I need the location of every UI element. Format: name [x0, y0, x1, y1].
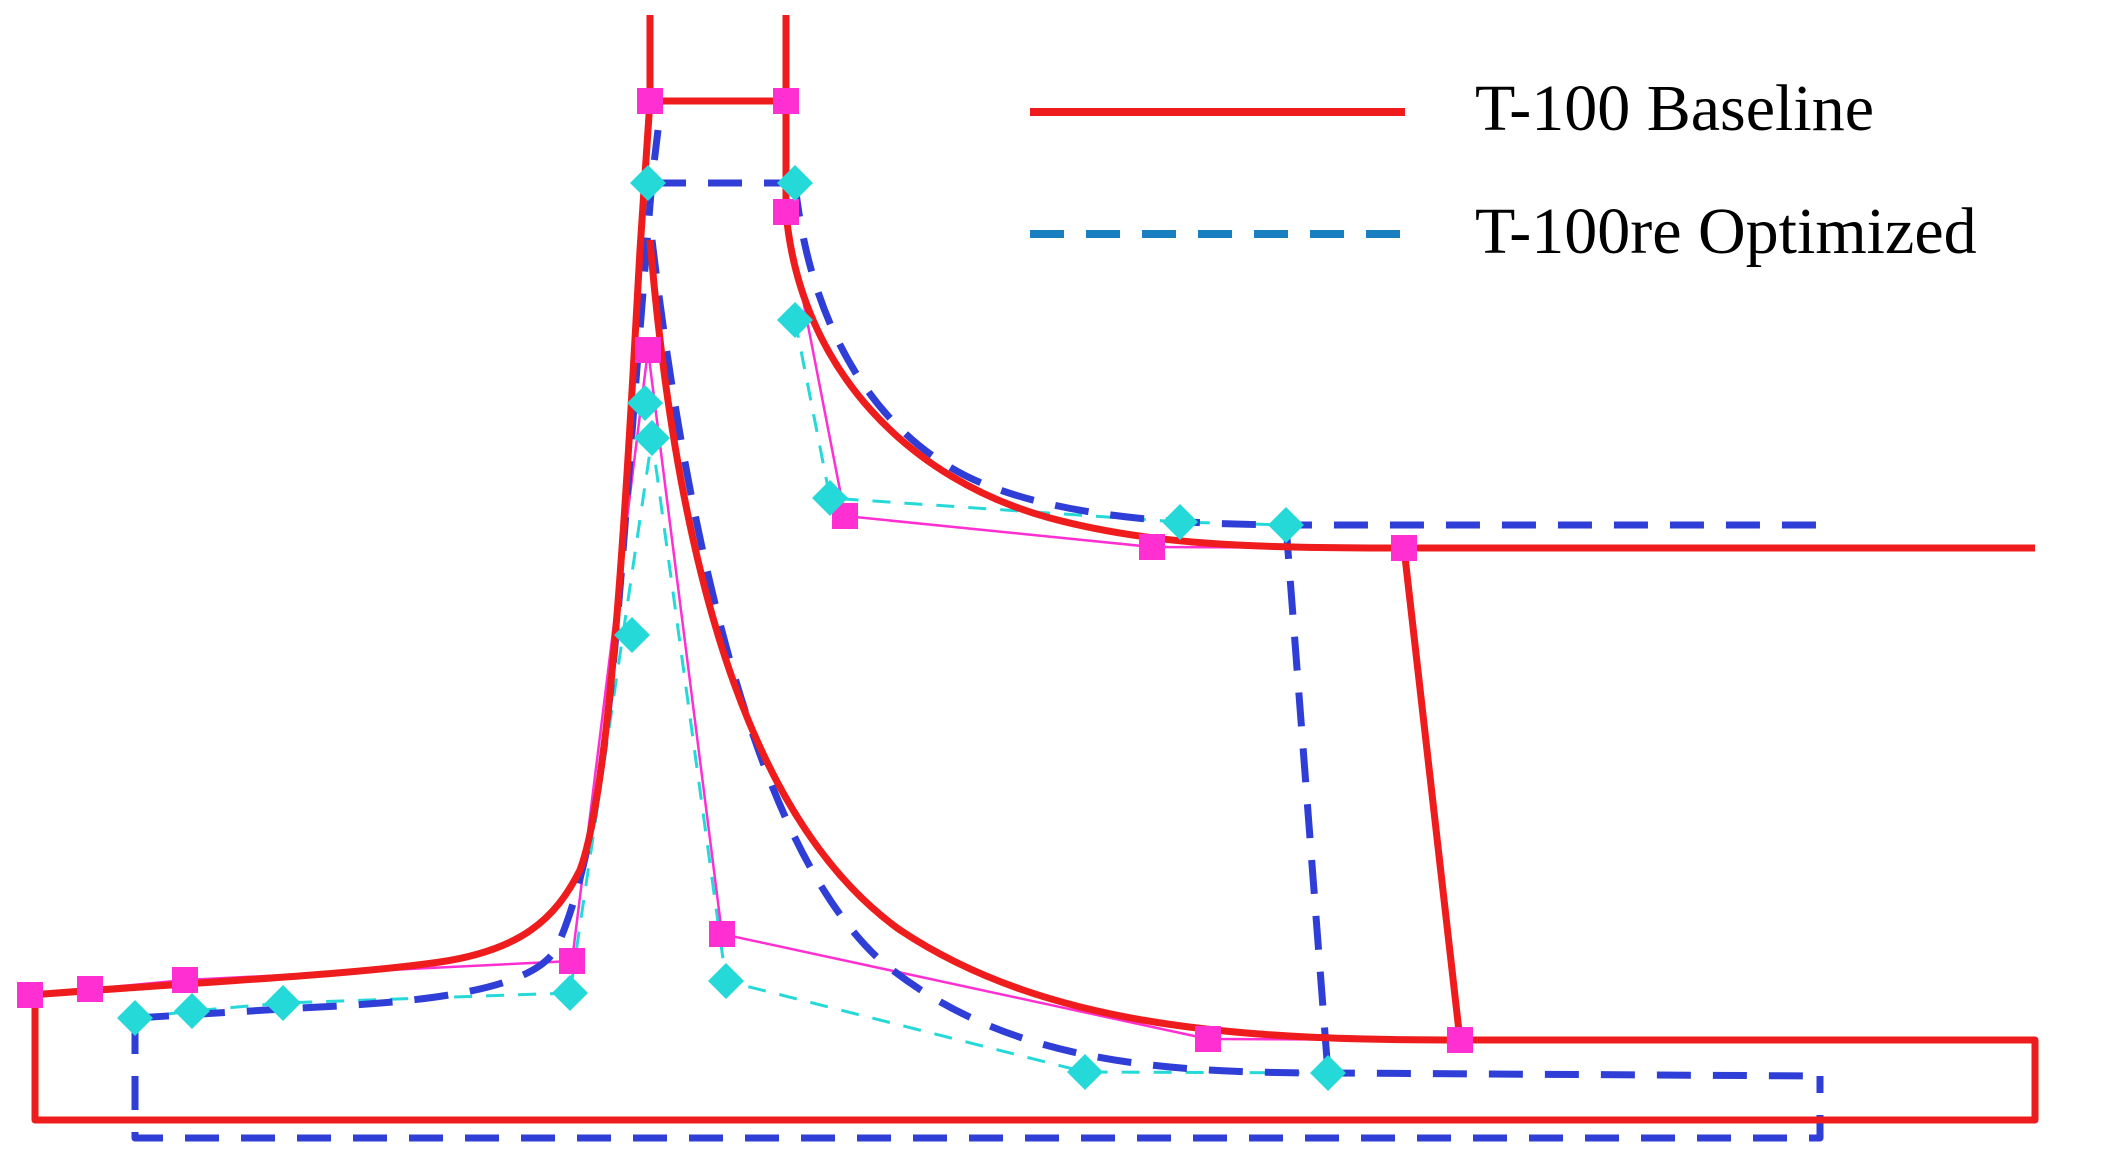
optimized-profile [131, 129, 1824, 1142]
baseline-shroud-curve [782, 15, 2035, 552]
optimized-shroud-control-polygon [793, 319, 1287, 527]
optimized-control-point [1067, 1054, 1103, 1090]
optimized-trailing-edge [1282, 524, 1332, 1074]
baseline-hub-to-exit-curve [646, 239, 1461, 1044]
baseline-control-point [559, 948, 585, 974]
baseline-control-point [77, 976, 103, 1002]
baseline-control-polygons [29, 211, 1461, 1042]
baseline-control-point [635, 337, 661, 363]
legend-optimized-label: T-100re Optimized [1475, 195, 1977, 268]
baseline-trailing-edge [1400, 547, 1464, 1041]
optimized-control-point [777, 302, 813, 338]
baseline-hub-curve [29, 15, 654, 999]
optimized-control-point [1162, 504, 1198, 540]
optimized-hub-curve [134, 129, 662, 1022]
baseline-control-point [1391, 535, 1417, 561]
optimized-control-point [634, 420, 670, 456]
baseline-profile [29, 15, 2039, 1124]
optimized-control-point [265, 985, 301, 1021]
optimized-control-point [777, 165, 813, 201]
legend-baseline-label: T-100 Baseline [1475, 72, 1874, 145]
baseline-control-point [773, 199, 799, 225]
baseline-control-point [773, 88, 799, 114]
baseline-shroud-control-polygon [784, 211, 1405, 550]
optimized-control-point [117, 1000, 153, 1036]
optimized-outer-rectangle [131, 1020, 1824, 1142]
optimized-control-polygons [134, 319, 1329, 1075]
baseline-control-point [1447, 1027, 1473, 1053]
optimized-control-point [708, 963, 744, 999]
optimized-hub-to-exit-curve [648, 239, 1821, 1080]
baseline-control-point [709, 921, 735, 947]
optimized-control-point [630, 165, 666, 201]
optimized-control-point [1310, 1055, 1346, 1091]
optimized-control-point [1268, 507, 1304, 543]
optimized-control-point [627, 385, 663, 421]
optimized-control-points [117, 165, 1346, 1091]
baseline-control-point [1195, 1026, 1221, 1052]
optimized-control-point [614, 617, 650, 653]
baseline-control-points [17, 88, 1473, 1053]
baseline-control-point [17, 982, 43, 1008]
optimized-control-point [552, 975, 588, 1011]
legend: T-100 Baseline T-100re Optimized [1030, 72, 1977, 268]
baseline-control-point [172, 967, 198, 993]
optimized-control-point [174, 993, 210, 1029]
optimized-control-point [812, 480, 848, 516]
baseline-outer-rectangle [31, 995, 2039, 1124]
baseline-hub-control-polygon [29, 349, 1461, 1042]
baseline-control-point [637, 88, 663, 114]
baseline-control-point [1139, 534, 1165, 560]
